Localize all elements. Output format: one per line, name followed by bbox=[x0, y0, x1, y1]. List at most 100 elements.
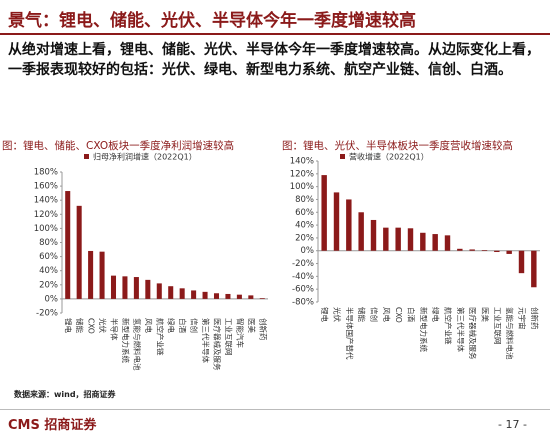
legend-label: 营收增速（2022Q1） bbox=[349, 152, 429, 162]
x-tick-label: 医疗器械及服务 bbox=[213, 318, 223, 371]
bar bbox=[248, 295, 254, 299]
y-tick-label: -60% bbox=[292, 285, 314, 295]
bar bbox=[213, 293, 220, 299]
y-tick-label: 180% bbox=[34, 168, 58, 178]
x-tick-label: 第三代半导体 bbox=[456, 307, 466, 352]
x-tick-label: 风电 bbox=[144, 318, 154, 333]
x-tick-label: 新型电力系统 bbox=[121, 318, 131, 363]
bar bbox=[531, 250, 537, 288]
bar bbox=[191, 290, 197, 299]
y-tick-label: 80% bbox=[295, 195, 314, 205]
x-tick-label: 信创 bbox=[190, 318, 200, 333]
y-tick-label: 100% bbox=[290, 182, 314, 192]
bar bbox=[321, 175, 327, 251]
x-tick-label: 氢能与燃料电池 bbox=[505, 307, 515, 360]
bar bbox=[358, 212, 364, 251]
x-tick-label: 锂电 bbox=[320, 307, 330, 322]
bar bbox=[481, 250, 488, 251]
bar bbox=[346, 199, 352, 251]
x-tick-label: 储能 bbox=[357, 307, 367, 322]
x-tick-label: 新型电力系统 bbox=[419, 307, 429, 352]
x-tick-label: 工业互联网 bbox=[224, 318, 234, 356]
bar bbox=[236, 294, 242, 299]
page-number: - 17 - bbox=[498, 418, 527, 431]
bar bbox=[395, 227, 401, 251]
x-tick-label: 半导体国产替代 bbox=[345, 307, 355, 360]
y-tick-label: 60% bbox=[295, 208, 314, 218]
footer-rule bbox=[0, 409, 550, 410]
x-tick-label: 工业互联网 bbox=[493, 307, 503, 345]
x-tick-label: 光伏 bbox=[98, 318, 108, 333]
bar bbox=[225, 293, 231, 299]
bar bbox=[122, 276, 128, 299]
y-tick-label: 40% bbox=[295, 221, 314, 231]
y-tick-label: -20% bbox=[292, 259, 314, 269]
x-tick-label: 光伏 bbox=[333, 307, 343, 322]
bar bbox=[145, 279, 151, 299]
y-tick-label: 80% bbox=[39, 238, 58, 248]
body-text: 从绝对增速上看，锂电、储能、光伏、半导体今年一季度增速较高。从边际变化上看，一季… bbox=[8, 42, 540, 78]
x-tick-label: 医疗器械及服务 bbox=[468, 307, 478, 360]
bar bbox=[110, 275, 117, 299]
chart-title: 图：锂电、储能、CXO板块一季度净利润增速较高 bbox=[2, 139, 234, 152]
y-tick-label: 120% bbox=[34, 210, 58, 220]
y-tick-label: 140% bbox=[34, 196, 58, 206]
x-tick-label: 锂电 bbox=[64, 318, 74, 333]
bar bbox=[99, 251, 105, 299]
y-tick-label: -40% bbox=[292, 272, 314, 282]
y-tick-label: 20% bbox=[39, 280, 58, 290]
bar bbox=[333, 192, 340, 251]
x-tick-label: 医美 bbox=[247, 318, 257, 333]
x-tick-label: 元宇宙 bbox=[518, 307, 528, 330]
bar bbox=[76, 205, 82, 299]
bar bbox=[259, 298, 265, 299]
legend-label: 归母净利润增速（2022Q1） bbox=[93, 152, 197, 162]
x-tick-label: 创新药 bbox=[258, 318, 268, 341]
x-tick-label: CXO bbox=[394, 307, 403, 323]
x-tick-label: 信创 bbox=[370, 307, 380, 322]
bar bbox=[518, 250, 525, 274]
legend-swatch bbox=[84, 154, 89, 159]
bar bbox=[494, 250, 500, 253]
x-tick-label: 航空产业链 bbox=[444, 307, 454, 345]
x-tick-label: 航空产业链 bbox=[155, 318, 165, 356]
bar bbox=[179, 288, 185, 299]
y-tick-label: 140% bbox=[290, 157, 314, 167]
x-tick-label: 第三代半导体 bbox=[201, 318, 211, 363]
bar bbox=[469, 249, 475, 251]
y-tick-label: 160% bbox=[34, 182, 58, 192]
legend-swatch bbox=[340, 154, 345, 159]
x-tick-label: 创新药 bbox=[530, 307, 540, 330]
bar bbox=[88, 250, 94, 299]
y-tick-label: -20% bbox=[36, 309, 58, 319]
y-tick-label: 0% bbox=[45, 294, 59, 304]
bar bbox=[444, 235, 451, 251]
x-tick-label: 绿电 bbox=[167, 318, 177, 333]
x-tick-label: 智能汽车 bbox=[235, 318, 245, 348]
logo: CMS 招商证券 bbox=[8, 418, 97, 433]
x-tick-label: 氢能与燃料电池 bbox=[132, 318, 142, 371]
y-tick-label: 20% bbox=[295, 233, 314, 243]
source-note: 数据来源：wind，招商证券 bbox=[14, 390, 116, 399]
bar bbox=[202, 291, 208, 299]
y-tick-label: 100% bbox=[34, 224, 58, 234]
y-tick-label: 40% bbox=[39, 266, 58, 276]
bar bbox=[370, 219, 377, 251]
bar bbox=[506, 250, 512, 254]
bar bbox=[457, 248, 463, 251]
bar bbox=[156, 283, 162, 299]
x-tick-label: 绿电 bbox=[431, 307, 441, 322]
slide-title: 景气：锂电、储能、光伏、半导体今年一季度增速较高 bbox=[8, 11, 416, 31]
bar bbox=[407, 228, 414, 251]
title-rule bbox=[0, 33, 550, 35]
x-tick-label: 储能 bbox=[75, 318, 85, 333]
bar bbox=[133, 277, 139, 299]
y-tick-label: 60% bbox=[39, 252, 58, 262]
x-tick-label: 半导体 bbox=[110, 318, 120, 341]
x-tick-label: 风电 bbox=[382, 307, 392, 322]
x-tick-label: CXO bbox=[87, 318, 96, 334]
bar bbox=[420, 232, 426, 251]
x-tick-label: 白酒 bbox=[407, 307, 417, 322]
